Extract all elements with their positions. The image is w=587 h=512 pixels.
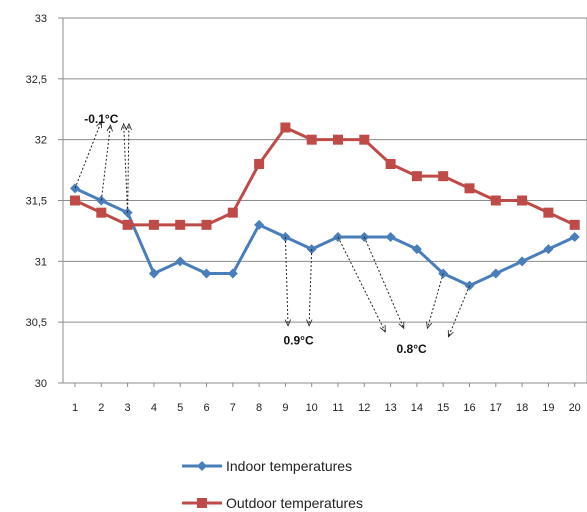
x-tick-label: 8 <box>256 402 262 414</box>
data-point <box>306 134 317 145</box>
data-point <box>175 219 186 230</box>
annotation: 0.8°C <box>337 236 470 356</box>
x-tick-label: 13 <box>384 402 396 414</box>
y-tick-label: 31,5 <box>26 196 47 208</box>
gridlines <box>63 17 587 323</box>
legend-marker <box>197 498 207 508</box>
data-point <box>70 195 80 206</box>
annotations: -0.1°C 0.9°C 0.8°C <box>74 112 470 356</box>
series-indoor <box>70 183 580 291</box>
data-point <box>411 171 422 182</box>
x-tick-label: 3 <box>125 402 131 414</box>
x-tick-label: 2 <box>98 402 104 414</box>
annotation-label: -0.1°C <box>84 112 118 126</box>
annotation-arrow <box>309 249 312 326</box>
y-tick-label: 33 <box>35 13 47 25</box>
data-point <box>569 219 580 230</box>
data-point <box>385 232 396 242</box>
x-tick-label: 14 <box>411 402 423 414</box>
data-point <box>490 195 501 206</box>
x-tick-label: 5 <box>177 402 183 414</box>
x-tick-label: 16 <box>463 402 475 414</box>
y-tick-label: 32,5 <box>26 74 47 86</box>
data-point <box>148 268 159 279</box>
legend-label: Outdoor temperatures <box>226 495 363 511</box>
legend: Indoor temperatures Outdoor temperatures <box>182 458 363 511</box>
series <box>70 122 580 291</box>
y-tick-label: 30 <box>35 378 47 390</box>
x-tick-label: 18 <box>516 402 528 414</box>
annotation-arrow <box>285 236 288 326</box>
annotation-arrow <box>124 124 129 213</box>
series-line <box>74 186 576 288</box>
data-point <box>254 219 265 230</box>
x-tick-label: 7 <box>230 402 236 414</box>
y-tick-label: 30,5 <box>26 317 47 329</box>
data-point <box>96 207 107 218</box>
annotation-label: 0.9°C <box>283 334 313 348</box>
data-point <box>490 268 501 279</box>
data-point <box>543 244 554 255</box>
data-point <box>175 256 186 267</box>
annotation-arrow <box>448 285 470 337</box>
data-point <box>148 219 159 230</box>
x-tick-label: 20 <box>569 402 581 414</box>
series-line <box>74 126 576 227</box>
x-tick-label: 1 <box>72 402 78 414</box>
annotation-arrow <box>427 273 444 329</box>
annotation-arrow <box>363 236 403 328</box>
legend-label: Indoor temperatures <box>226 458 352 474</box>
annotation: -0.1°C <box>74 112 129 213</box>
data-point <box>359 134 370 145</box>
x-tick-label: 11 <box>332 402 343 414</box>
x-tick-label: 6 <box>203 402 209 414</box>
y-axis: 30 30,5 31 31,5 32 32,5 33 <box>26 13 63 390</box>
x-tick-label: 12 <box>358 402 370 414</box>
data-point <box>464 183 475 194</box>
data-point <box>438 171 449 182</box>
x-tick-label: 19 <box>542 402 554 414</box>
data-point <box>201 268 212 279</box>
y-tick-label: 32 <box>35 135 47 147</box>
annotation-arrow <box>74 121 101 189</box>
data-point <box>122 219 133 230</box>
data-point <box>280 122 291 133</box>
data-point <box>201 219 212 230</box>
series-outdoor <box>70 122 580 230</box>
legend-marker <box>197 461 207 471</box>
annotation-arrow <box>100 125 110 201</box>
data-point <box>411 244 422 255</box>
data-point <box>333 134 343 145</box>
x-tick-label: 15 <box>437 402 449 414</box>
data-point <box>517 195 528 206</box>
data-point <box>227 268 238 279</box>
data-point <box>385 159 396 169</box>
x-tick-label: 17 <box>490 402 502 414</box>
data-point <box>569 232 580 242</box>
x-tick-label: 9 <box>282 402 288 414</box>
legend-item-outdoor: Outdoor temperatures <box>182 495 363 511</box>
annotation-arrow <box>128 124 129 213</box>
annotation: 0.9°C <box>283 236 314 348</box>
x-axis: 1 2 3 4 5 6 7 8 9 10 11 12 13 14 15 16 17 18 19 20 <box>72 383 581 414</box>
annotation-label: 0.8°C <box>397 342 427 356</box>
data-point <box>254 159 265 169</box>
annotation-arrow <box>337 236 385 332</box>
data-point <box>543 207 554 218</box>
data-point <box>517 256 528 267</box>
x-tick-label: 4 <box>151 402 157 414</box>
data-point <box>227 207 238 218</box>
x-tick-label: 10 <box>306 402 318 414</box>
legend-item-indoor: Indoor temperatures <box>182 458 352 474</box>
y-tick-label: 31 <box>35 256 47 268</box>
